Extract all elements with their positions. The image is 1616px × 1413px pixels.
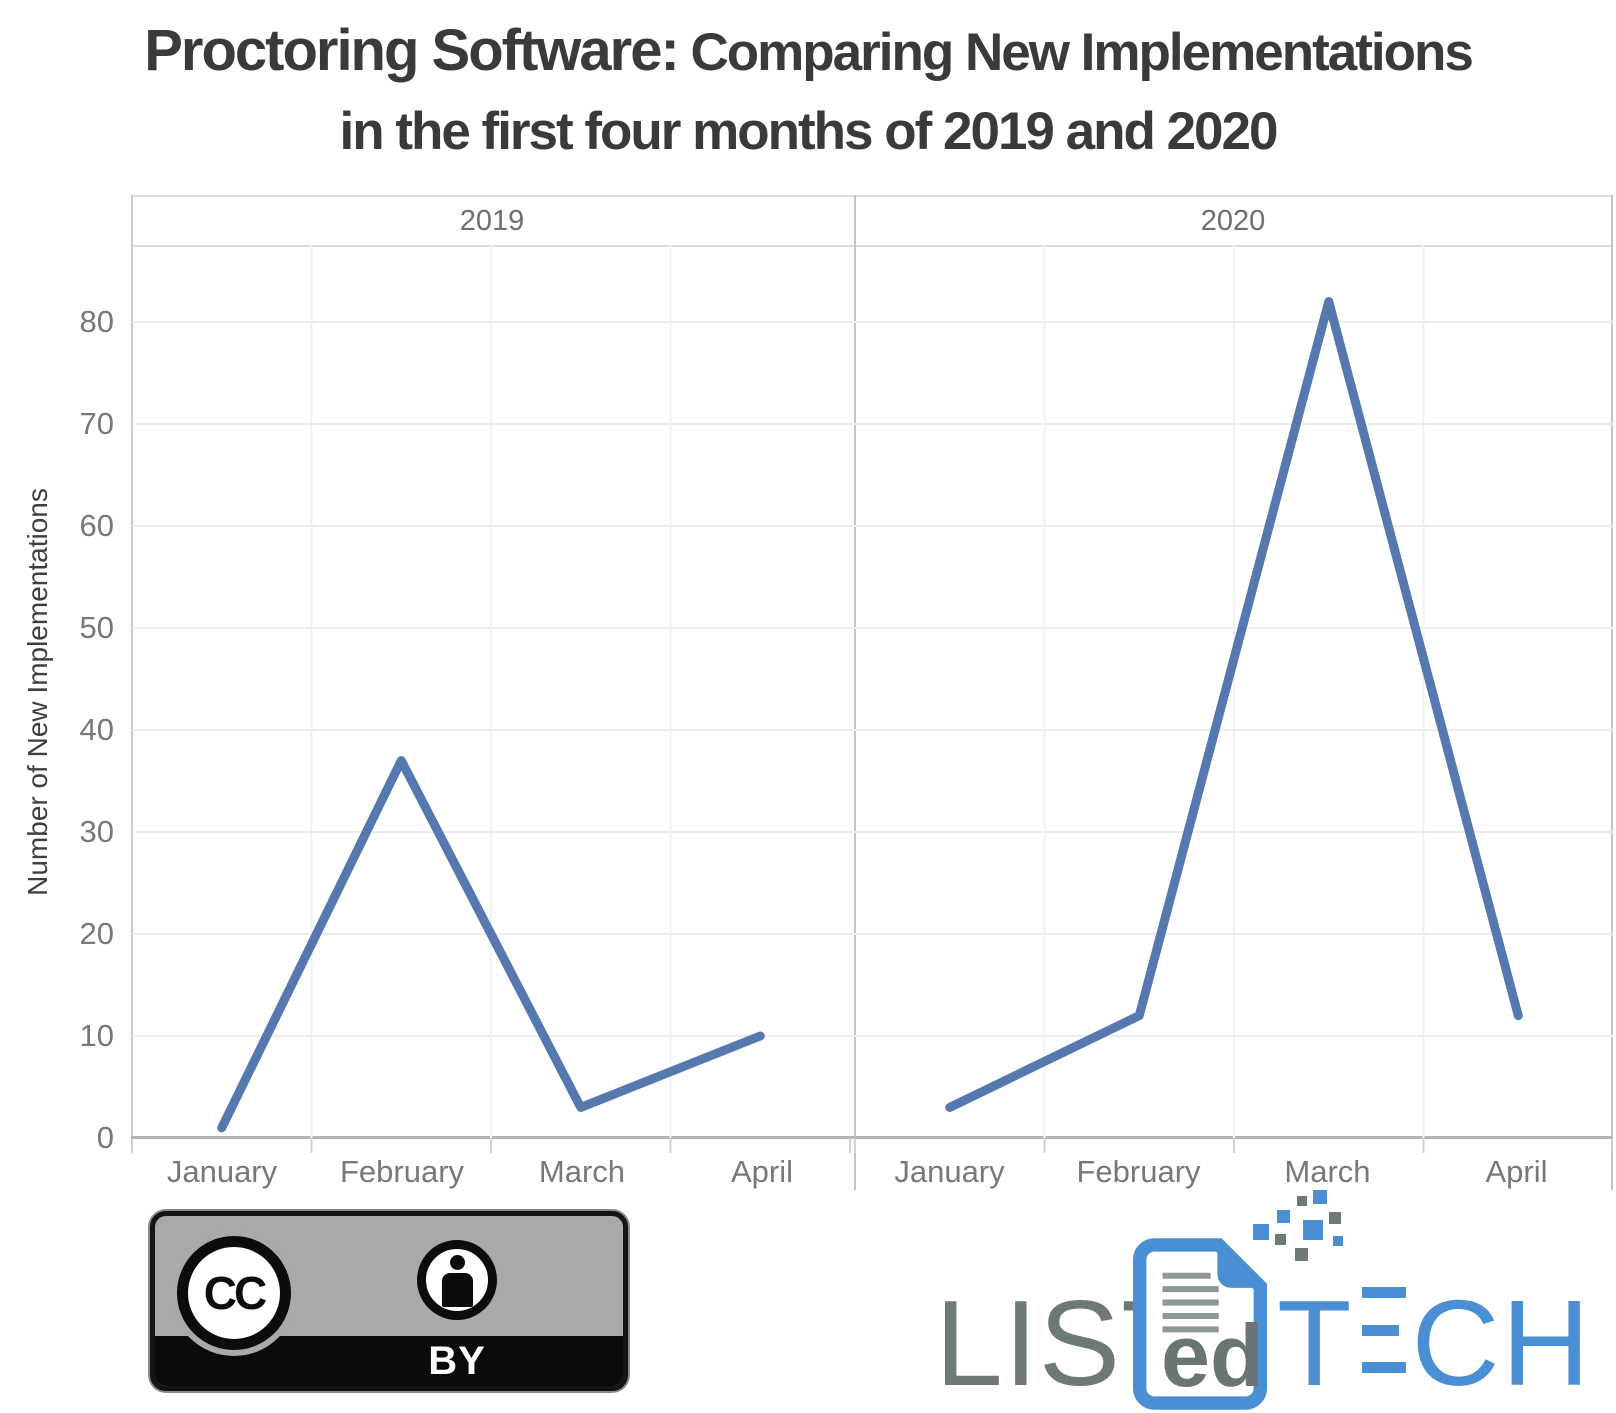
y-tick-label-60: 60 xyxy=(79,508,114,543)
listedtech-logo: LIST ed T CH xyxy=(935,1190,1590,1413)
logo-text-ed: ed xyxy=(1161,1306,1264,1405)
x-axis-line xyxy=(131,1136,1613,1139)
pixel-cluster-decoration xyxy=(1251,1190,1371,1280)
panel-header-2019: 2019 xyxy=(459,205,525,237)
header-band-bottom-border xyxy=(131,245,1613,247)
cc-by-license-badge: CC BY xyxy=(150,1211,628,1391)
title-part1: Proctoring Software: xyxy=(144,18,680,83)
x-axis-label-february: February xyxy=(339,1154,465,1189)
chart-right-border xyxy=(1611,195,1613,1190)
cc-icon: CC xyxy=(177,1236,291,1350)
x-axis-label-january: January xyxy=(894,1154,1005,1189)
logo-tech-t: T xyxy=(1277,1275,1354,1411)
logo-text-tech: T CH xyxy=(1277,1282,1592,1404)
x-axis-label-april: April xyxy=(1485,1154,1548,1189)
panel-divider-line xyxy=(854,195,856,1190)
chart-title-line2: in the first four months of 2019 and 202… xyxy=(339,101,1279,161)
y-tick-label-70: 70 xyxy=(79,406,114,441)
title-part2: Comparing New Implementations xyxy=(677,23,1474,82)
x-axis-labels-2019: January February March April xyxy=(132,1150,852,1194)
attribution-person-icon xyxy=(417,1240,497,1320)
person-head-icon xyxy=(450,1255,465,1270)
cc-by-label: BY xyxy=(428,1339,486,1383)
plot-area xyxy=(132,245,1613,1153)
logo-tech-stylized-e xyxy=(1361,1287,1406,1373)
y-axis-line xyxy=(131,195,133,1153)
panel-header-2020: 2020 xyxy=(1200,205,1266,237)
chart-title-line1: Proctoring Software: Comparing New Imple… xyxy=(0,16,1616,86)
y-tick-label-80: 80 xyxy=(79,304,114,339)
x-axis-label-april: April xyxy=(730,1154,793,1189)
chart-title-block: Proctoring Software: Comparing New Imple… xyxy=(0,16,1616,163)
x-axis-label-march: March xyxy=(1284,1154,1371,1189)
document-icon xyxy=(1133,1238,1267,1410)
line-series-2020 xyxy=(945,297,1523,1112)
y-tick-label-50: 50 xyxy=(79,610,114,645)
x-axis-label-january: January xyxy=(166,1154,278,1189)
header-band-top-border xyxy=(131,195,1613,197)
y-tick-label-30: 30 xyxy=(79,814,114,849)
y-tick-label-10: 10 xyxy=(79,1018,114,1053)
y-tick-label-0: 0 xyxy=(96,1120,114,1155)
y-tick-label-40: 40 xyxy=(79,712,114,747)
x-axis-label-march: March xyxy=(538,1154,626,1189)
person-body-icon xyxy=(442,1273,473,1307)
logo-tech-ch: CH xyxy=(1411,1275,1592,1411)
line-series-2019 xyxy=(217,756,765,1133)
x-axis-label-february: February xyxy=(1076,1154,1201,1189)
y-tick-label-20: 20 xyxy=(79,916,114,951)
x-axis-labels-2020: January February March April xyxy=(855,1150,1611,1194)
y-axis-tick-labels: 0 10 20 30 40 50 60 70 80 xyxy=(0,0,114,1413)
